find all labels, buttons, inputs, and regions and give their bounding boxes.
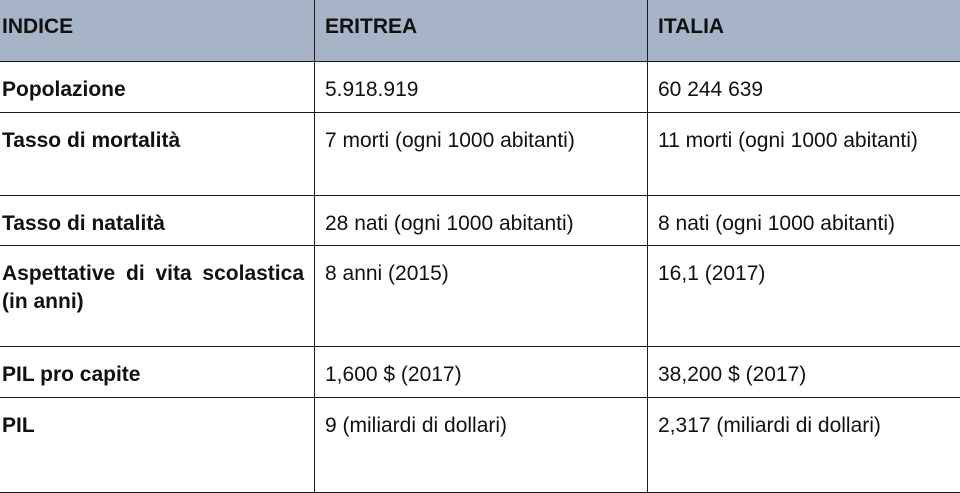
italia-value: 11 morti (ogni 1000 abitanti) (648, 113, 960, 196)
row-label: PIL pro capite (0, 347, 315, 398)
italia-value: 2,317 (miliardi di dollari) (648, 398, 960, 493)
table-row: Tasso di mortalità 7 morti (ogni 1000 ab… (0, 113, 960, 196)
table-row: PIL 9 (miliardi di dollari) 2,317 (milia… (0, 398, 960, 493)
table-row: Popolazione 5.918.919 60 244 639 (0, 62, 960, 113)
row-label: Tasso di mortalità (0, 113, 315, 196)
header-italia: ITALIA (648, 0, 960, 62)
row-label: Popolazione (0, 62, 315, 113)
table-header-row: INDICE ERITREA ITALIA (0, 0, 960, 62)
italia-value: 8 nati (ogni 1000 abitanti) (648, 196, 960, 246)
table-row: Tasso di natalità 28 nati (ogni 1000 abi… (0, 196, 960, 246)
row-label: Tasso di natalità (0, 196, 315, 246)
row-label: PIL (0, 398, 315, 493)
eritrea-value: 7 morti (ogni 1000 abitanti) (315, 113, 648, 196)
header-indice: INDICE (0, 0, 315, 62)
row-label: Aspettative di vita scolastica (in anni) (0, 246, 315, 347)
header-eritrea: ERITREA (315, 0, 648, 62)
eritrea-value: 9 (miliardi di dollari) (315, 398, 648, 493)
eritrea-value: 1,600 $ (2017) (315, 347, 648, 398)
eritrea-value: 5.918.919 (315, 62, 648, 113)
eritrea-value: 28 nati (ogni 1000 abitanti) (315, 196, 648, 246)
italia-value: 60 244 639 (648, 62, 960, 113)
italia-value: 16,1 (2017) (648, 246, 960, 347)
italia-value: 38,200 $ (2017) (648, 347, 960, 398)
table-row: Aspettative di vita scolastica (in anni)… (0, 246, 960, 347)
table-row: PIL pro capite 1,600 $ (2017) 38,200 $ (… (0, 347, 960, 398)
eritrea-value: 8 anni (2015) (315, 246, 648, 347)
